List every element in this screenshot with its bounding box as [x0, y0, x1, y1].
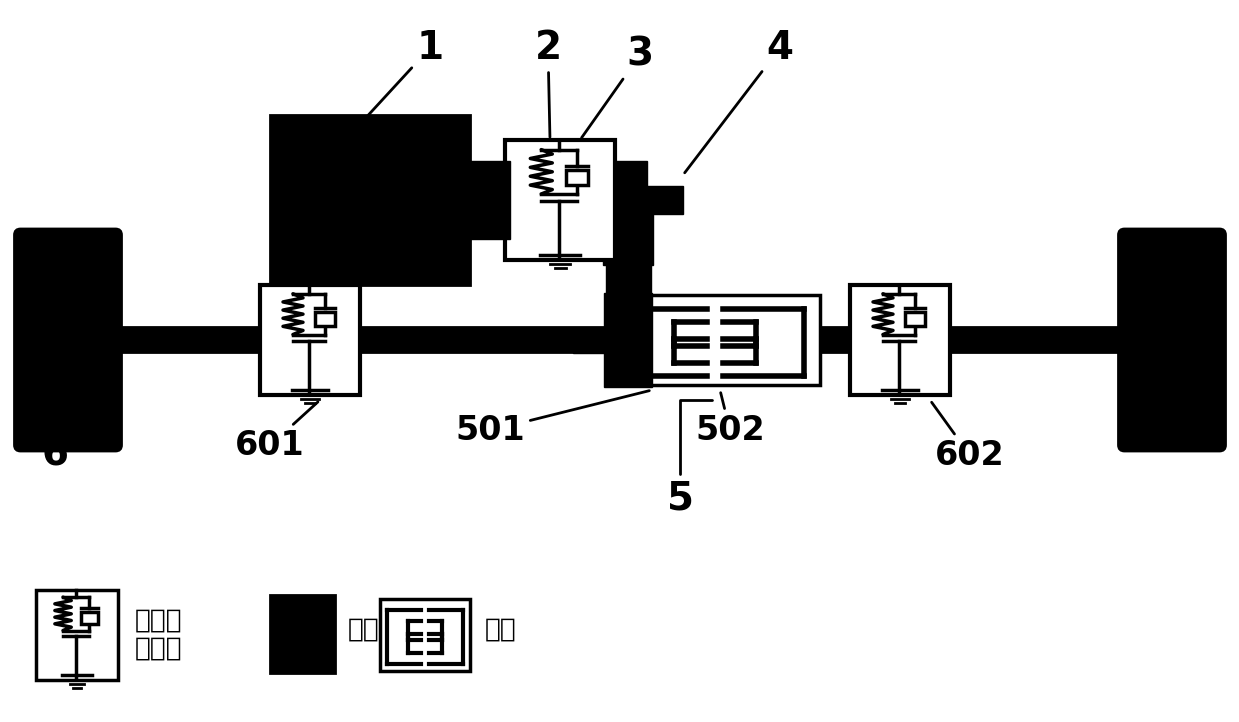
Bar — [470, 161, 510, 239]
Text: 减震器: 减震器 — [135, 636, 182, 662]
Bar — [572, 328, 683, 352]
FancyBboxPatch shape — [15, 229, 121, 451]
Text: 间隙: 间隙 — [484, 617, 517, 643]
Bar — [270, 115, 470, 285]
Bar — [260, 285, 361, 395]
Bar — [81, 612, 98, 624]
Bar — [850, 285, 950, 395]
Text: 3: 3 — [581, 36, 653, 138]
Text: 5: 5 — [667, 400, 712, 518]
Bar — [603, 195, 653, 265]
Bar — [565, 170, 587, 186]
Bar — [610, 295, 820, 385]
Text: 6: 6 — [41, 418, 68, 473]
Text: 502: 502 — [695, 393, 764, 447]
Text: 501: 501 — [455, 391, 649, 447]
Text: 1: 1 — [352, 29, 444, 133]
Bar — [506, 140, 615, 260]
Bar — [904, 312, 926, 326]
Bar — [36, 590, 118, 680]
Text: 4: 4 — [685, 29, 793, 173]
Text: 弹簧和: 弹簧和 — [135, 608, 182, 634]
Bar — [315, 312, 335, 326]
Bar — [606, 265, 650, 340]
Text: 601: 601 — [235, 402, 318, 462]
Bar — [572, 186, 683, 214]
Text: 质量: 质量 — [348, 617, 379, 643]
Text: 2: 2 — [534, 29, 561, 137]
Bar — [270, 595, 335, 673]
Bar — [380, 599, 470, 671]
Bar — [615, 161, 647, 239]
Text: 602: 602 — [932, 402, 1005, 472]
FancyBboxPatch shape — [1119, 229, 1225, 451]
Bar — [603, 293, 652, 387]
